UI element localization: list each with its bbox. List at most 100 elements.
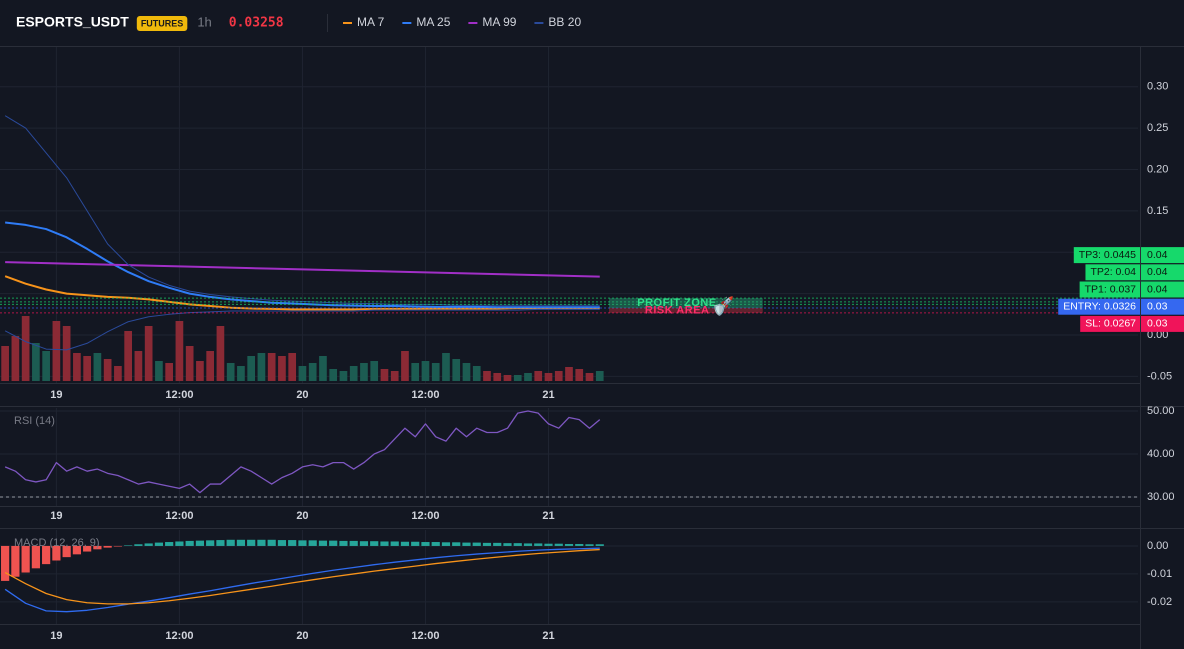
volume-bar xyxy=(544,373,553,381)
x-tick-label: 19 xyxy=(50,510,62,522)
volume-bar xyxy=(298,366,307,381)
histogram-bar xyxy=(226,539,235,546)
histogram-bar xyxy=(93,545,102,550)
volume-bar xyxy=(319,356,327,381)
volume-bar xyxy=(421,361,430,381)
volume-bar xyxy=(267,353,276,381)
x-tick-label: 20 xyxy=(296,510,308,522)
x-tick-label: 12:00 xyxy=(411,510,439,522)
histogram-bar xyxy=(247,539,256,546)
volume-bar xyxy=(155,361,163,381)
x-tick-label: 12:00 xyxy=(165,510,193,522)
y-tick-label: 0.00 xyxy=(1147,329,1168,341)
histogram-bar xyxy=(1,545,10,581)
legend-label: MA 25 xyxy=(416,15,450,29)
histogram-bar xyxy=(277,540,287,546)
histogram-bar xyxy=(165,542,174,546)
histogram-bar xyxy=(42,545,51,565)
volume-bar xyxy=(308,363,317,381)
volume-bar xyxy=(175,321,184,381)
histogram-bar xyxy=(523,543,533,546)
histogram-bar xyxy=(431,542,440,546)
histogram-bar xyxy=(103,545,112,548)
badge: FUTURES xyxy=(141,18,184,28)
volume-bar xyxy=(513,375,522,381)
level-axis-box xyxy=(1141,281,1184,298)
y-tick-label: 0.30 xyxy=(1147,81,1168,93)
volume-bar xyxy=(554,371,563,381)
volume-bar xyxy=(73,353,81,381)
y-tick-label: 0.00 xyxy=(1147,540,1168,552)
histogram-bar xyxy=(585,544,594,546)
level-label-box xyxy=(1079,281,1140,298)
level-axis-box xyxy=(1141,298,1184,315)
histogram-bar xyxy=(452,542,461,546)
volume-bar xyxy=(524,373,532,381)
volume-bar xyxy=(390,371,399,381)
volume-bar xyxy=(114,366,122,381)
histogram-bar xyxy=(370,541,379,546)
marks-layer xyxy=(0,115,1138,613)
volume-bar xyxy=(442,353,450,381)
volume-bar xyxy=(503,375,512,381)
x-tick-label: 12:00 xyxy=(411,389,439,401)
histogram-bar xyxy=(134,544,143,546)
x-tick-label: 12:00 xyxy=(165,630,193,642)
histogram-bar xyxy=(493,542,502,546)
x-tick-label: 12:00 xyxy=(165,389,193,401)
volume-bar xyxy=(575,369,584,381)
histogram-bar xyxy=(462,542,471,546)
volume-bar xyxy=(93,353,102,381)
histogram-bar xyxy=(595,544,604,546)
level-axis-box xyxy=(1141,264,1184,281)
histogram-bar xyxy=(288,540,297,546)
histogram-bar xyxy=(144,543,153,546)
volume-bar xyxy=(124,331,132,381)
histogram-bar xyxy=(318,540,328,546)
volume-bar xyxy=(380,369,389,381)
volume-bar xyxy=(52,321,61,381)
histogram-bar xyxy=(329,540,338,546)
volume-bar xyxy=(83,356,91,381)
level-label-box xyxy=(1058,298,1140,315)
volume-bar xyxy=(534,371,543,381)
volume-bar xyxy=(21,316,30,381)
histogram-bar xyxy=(308,540,317,546)
histogram-bar xyxy=(339,540,348,546)
volume-bar xyxy=(585,373,594,381)
volume-bar xyxy=(278,356,286,381)
level-axis-label: 0.03 xyxy=(1147,318,1168,330)
volume-bar xyxy=(216,326,225,381)
histogram-bar xyxy=(195,540,205,546)
histogram-bar xyxy=(472,542,481,546)
volume-bar xyxy=(411,363,420,381)
level-axis-box xyxy=(1141,315,1184,332)
histogram-bar xyxy=(72,545,81,555)
histogram-bar xyxy=(575,543,584,546)
volume-bar xyxy=(431,363,440,381)
histogram-bar xyxy=(257,539,266,546)
volume-bar xyxy=(595,371,604,381)
volume-bar xyxy=(196,361,204,381)
volume-bar xyxy=(462,363,471,381)
level-axis-label: 0.03 xyxy=(1147,300,1168,312)
volume-bar xyxy=(11,336,20,381)
volume-bar xyxy=(472,366,481,381)
level-label-box xyxy=(1080,315,1140,332)
zone-box xyxy=(608,298,763,309)
histogram-bar xyxy=(421,542,430,546)
histogram-bar xyxy=(175,541,184,546)
histogram-bar xyxy=(124,545,133,546)
x-tick-label: 21 xyxy=(542,389,554,401)
histogram-bar xyxy=(441,542,451,546)
volume-bar xyxy=(134,351,143,381)
level-label: ENTRY: 0.0326 xyxy=(1063,300,1136,312)
histogram-bar xyxy=(564,543,574,546)
y-tick-label: 30.00 xyxy=(1147,491,1175,503)
level-label: TP1: 0.037 xyxy=(1085,283,1137,295)
level-label-box xyxy=(1085,264,1140,281)
zone-box xyxy=(608,308,763,313)
histogram-bar xyxy=(349,540,358,546)
histogram-bar xyxy=(482,542,492,546)
